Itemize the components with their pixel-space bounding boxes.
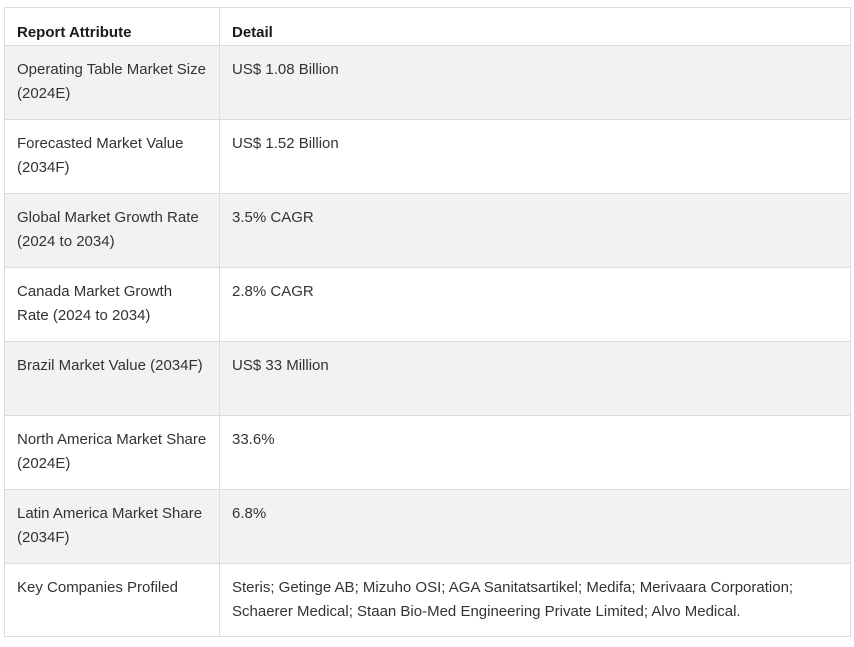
attribute-cell: Brazil Market Value (2034F): [4, 341, 220, 416]
header-report-attribute: Report Attribute: [4, 7, 220, 46]
attribute-cell: Canada Market Growth Rate (2024 to 2034): [4, 267, 220, 342]
detail-cell: US$ 1.52 Billion: [219, 119, 851, 194]
table-row: Canada Market Growth Rate (2024 to 2034)…: [4, 267, 851, 342]
report-attributes-table: Report Attribute Detail Operating Table …: [4, 7, 851, 637]
detail-cell: US$ 33 Million: [219, 341, 851, 416]
attribute-cell: Global Market Growth Rate (2024 to 2034): [4, 193, 220, 268]
table-row: Global Market Growth Rate (2024 to 2034)…: [4, 193, 851, 268]
detail-cell: 2.8% CAGR: [219, 267, 851, 342]
attribute-cell: Key Companies Profiled: [4, 563, 220, 637]
table-row: Brazil Market Value (2034F) US$ 33 Milli…: [4, 341, 851, 416]
detail-cell: Steris; Getinge AB; Mizuho OSI; AGA Sani…: [219, 563, 851, 637]
table-row: Latin America Market Share (2034F) 6.8%: [4, 489, 851, 564]
table-row: Operating Table Market Size (2024E) US$ …: [4, 45, 851, 120]
table-header-row: Report Attribute Detail: [4, 7, 851, 46]
table-row: Key Companies Profiled Steris; Getinge A…: [4, 563, 851, 637]
table-row: Forecasted Market Value (2034F) US$ 1.52…: [4, 119, 851, 194]
report-attributes-table-container: Report Attribute Detail Operating Table …: [4, 7, 851, 637]
detail-cell: 6.8%: [219, 489, 851, 564]
attribute-cell: Forecasted Market Value (2034F): [4, 119, 220, 194]
table-row: North America Market Share (2024E) 33.6%: [4, 415, 851, 490]
header-detail: Detail: [219, 7, 851, 46]
attribute-cell: Latin America Market Share (2034F): [4, 489, 220, 564]
attribute-cell: North America Market Share (2024E): [4, 415, 220, 490]
detail-cell: 33.6%: [219, 415, 851, 490]
detail-cell: 3.5% CAGR: [219, 193, 851, 268]
attribute-cell: Operating Table Market Size (2024E): [4, 45, 220, 120]
detail-cell: US$ 1.08 Billion: [219, 45, 851, 120]
